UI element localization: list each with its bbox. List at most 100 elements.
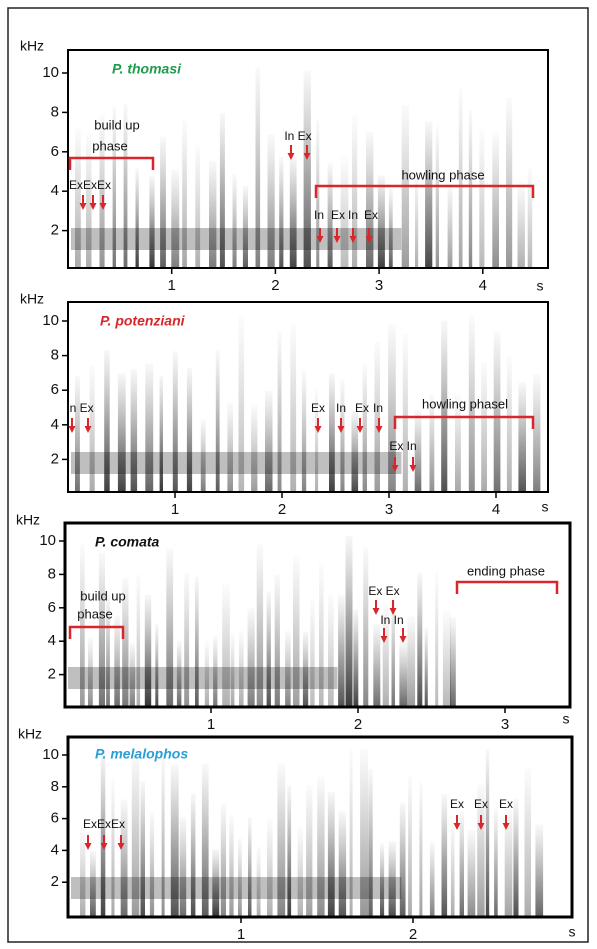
spectrogram-band (287, 785, 292, 917)
annotation: phase (92, 138, 127, 153)
phase-bracket (314, 184, 535, 198)
spectrogram-band (366, 132, 374, 268)
spectrogram-band (481, 362, 487, 492)
spectrogram-band (377, 175, 385, 268)
spectrogram-band (122, 577, 129, 707)
arrow-head (314, 426, 322, 433)
spectrogram-band (388, 188, 393, 268)
arrow-head (356, 426, 364, 433)
y-unit: kHz (20, 291, 44, 307)
spectrogram-band (160, 136, 166, 268)
spectrogram-band (492, 132, 499, 268)
annotation: ExExEx (83, 817, 125, 831)
plot-frame (67, 49, 549, 269)
spectrogram-band (99, 114, 105, 268)
annotation: howling phase (401, 167, 484, 182)
spectrogram-band (388, 841, 396, 917)
spectrogram-band (230, 633, 235, 707)
y-tick-label: 10 (42, 746, 59, 763)
spectrogram-band (176, 640, 182, 707)
spectrogram-band (351, 411, 359, 492)
y-tick-label: 4 (51, 416, 59, 433)
spectrogram-band (201, 763, 209, 917)
spectrogram-band (402, 334, 408, 492)
arrow-head (117, 843, 125, 850)
annotation: Ex (311, 401, 325, 415)
spectrogram-band (100, 751, 106, 917)
spectrogram-band (195, 576, 199, 707)
y-tick-label: 8 (51, 778, 59, 795)
spectrogram-band (265, 390, 273, 492)
spectrogram-band (212, 849, 220, 917)
spectrogram-band (159, 375, 163, 492)
spectrogram-band (277, 763, 286, 917)
panel-title: P. comata (95, 534, 160, 550)
y-tick-label: 6 (51, 143, 59, 160)
y-tick-label: 10 (39, 532, 56, 549)
annotation: In In (380, 613, 403, 627)
spectrogram-band (328, 593, 334, 707)
arrow-head (337, 426, 345, 433)
spectrogram-band (86, 133, 92, 268)
spectrogram-band (170, 764, 179, 917)
spectrogram-band (242, 185, 248, 268)
arrow-head (365, 236, 373, 243)
arrow-head (84, 426, 92, 433)
annotation: In (373, 401, 383, 415)
y-unit: kHz (18, 726, 42, 742)
spectrogram-band (290, 323, 297, 492)
annotation: In Ex (284, 129, 311, 143)
annotation: phase (77, 606, 112, 621)
spectrogram-band (429, 841, 435, 917)
spectrogram-band (219, 112, 225, 268)
spectrogram-band (213, 636, 218, 707)
x-tick-label: 2 (354, 716, 362, 733)
plot-frame (67, 301, 549, 493)
spectrogram-band (329, 373, 335, 492)
x-unit: s (563, 711, 570, 727)
spectrogram-band (274, 574, 280, 707)
figure-frame (7, 7, 589, 943)
spectrogram-band (388, 324, 396, 492)
arrow-head (349, 236, 357, 243)
x-tick-label: 2 (278, 501, 286, 518)
spectrogram-band (468, 110, 473, 268)
spectrogram-band (104, 350, 110, 492)
x-tick-label: 1 (237, 926, 245, 943)
spectrogram-band (340, 379, 345, 492)
y-unit: kHz (20, 38, 44, 54)
spectrogram-band (98, 552, 105, 707)
arrow-head (375, 426, 383, 433)
spectrogram-band (172, 351, 178, 492)
spectrogram-band (186, 368, 193, 492)
y-tick-label: 2 (51, 222, 59, 239)
spectrogram-band (136, 574, 141, 707)
spectrogram-band (360, 748, 368, 917)
plot-frame (66, 735, 574, 919)
spectrogram-band (267, 818, 273, 917)
arrow-head (389, 608, 397, 615)
spectrogram-band (89, 365, 95, 492)
spectrogram-band (229, 815, 234, 917)
spectrogram-band (256, 846, 261, 917)
arrow-head (100, 843, 108, 850)
annotation: howling phasel (422, 396, 508, 411)
spectrogram-band (255, 66, 261, 268)
spectrogram-band (310, 598, 315, 707)
spectrogram-floor (71, 228, 402, 250)
arrow-head (399, 636, 407, 643)
arrow-head (68, 426, 76, 433)
spectrogram-band (190, 793, 196, 917)
spectrogram-band (200, 419, 206, 492)
spectrogram-band (140, 781, 145, 917)
arrow-head (316, 236, 324, 243)
spectrogram-band (220, 803, 226, 917)
spectrogram-band (232, 173, 237, 268)
y-tick-label: 4 (51, 182, 59, 199)
arrow-head (380, 636, 388, 643)
spectrogram-band (114, 615, 120, 707)
y-tick-label: 10 (42, 64, 59, 81)
spectrogram-band (289, 156, 297, 268)
spectrogram-band (248, 817, 252, 917)
spectrogram-band (535, 824, 544, 917)
